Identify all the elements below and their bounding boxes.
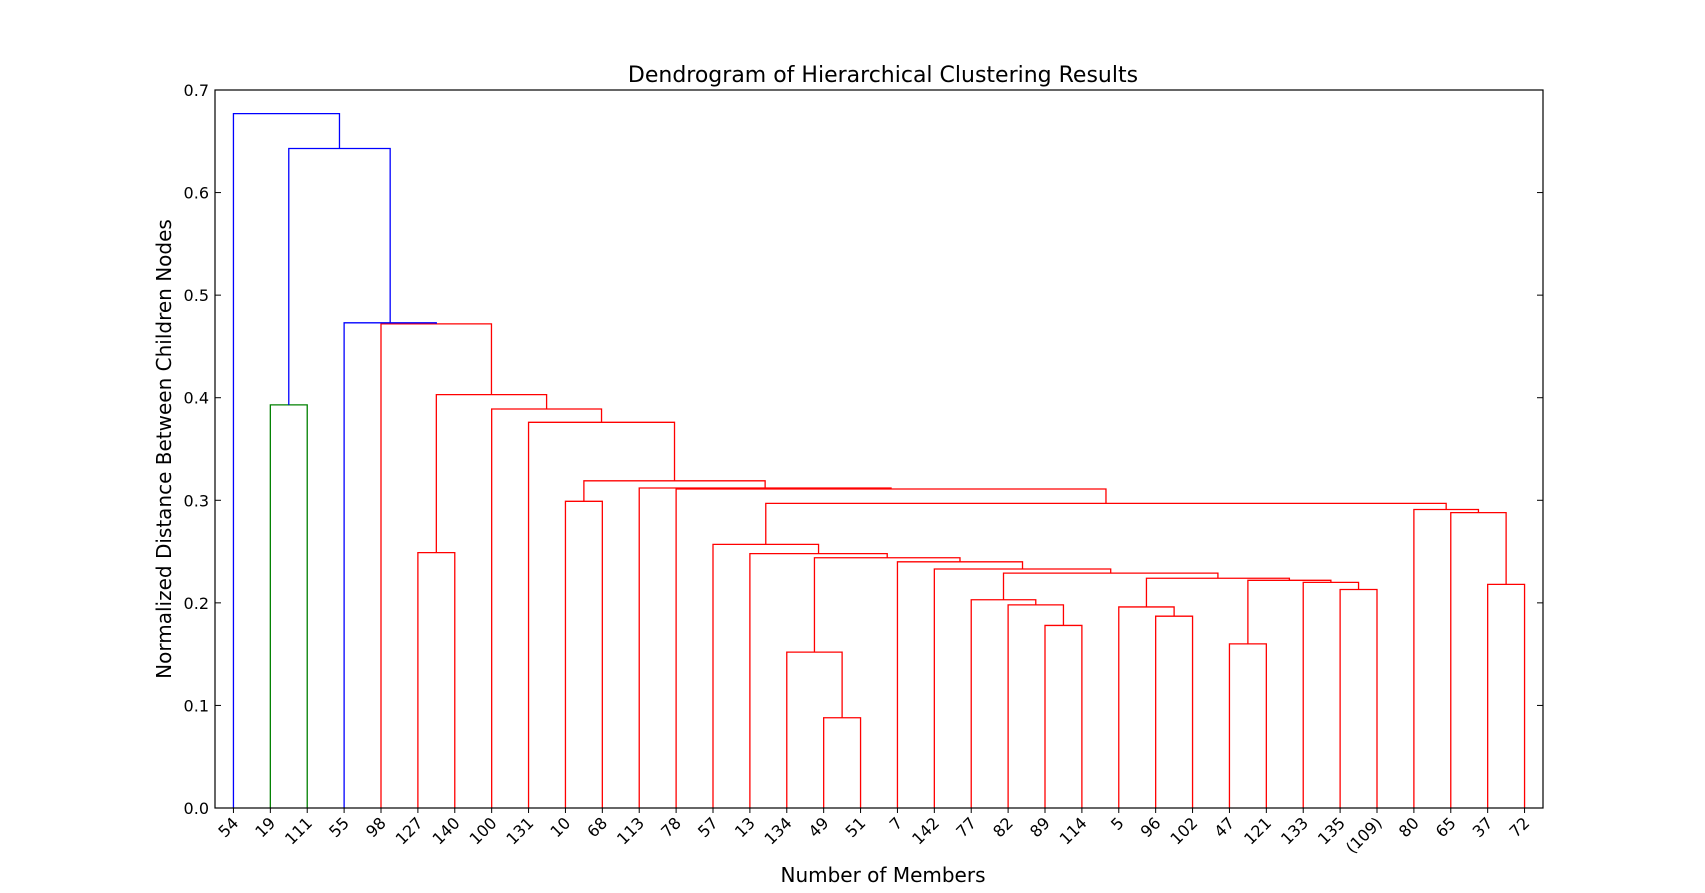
y-axis-label: Normalized Distance Between Children Nod… [152,219,176,679]
leaf-label: 65 [1432,813,1460,841]
dendrogram-link [343,322,437,808]
dendrogram-link [765,502,1447,545]
plot-frame [214,89,1544,809]
dendrogram-link [1044,624,1083,808]
leaf-label: 113 [613,813,648,848]
dendrogram-link [1450,511,1507,808]
dendrogram-link [1247,579,1332,644]
dendrogram-links [232,112,1526,808]
dendrogram-link [288,147,391,405]
leaf-label: 55 [325,813,353,841]
dendrogram-link [1155,615,1194,808]
leaf-label: 127 [392,813,427,848]
leaf-label: 47 [1210,813,1238,841]
dendrogram-link [491,408,603,808]
leaf-label: 114 [1056,813,1091,848]
leaf-label: 19 [251,813,279,841]
dendrogram-link [970,599,1037,808]
y-tick-label: 0.1 [184,696,209,715]
y-tick-label: 0.7 [184,81,209,100]
leaf-label: 78 [657,813,685,841]
dendrogram-link [675,488,1107,808]
leaf-label: 134 [761,813,796,848]
dendrogram-link [1302,581,1360,808]
dendrogram-link [813,557,961,653]
dendrogram-link [1413,508,1480,808]
dendrogram-link [786,651,843,808]
y-tick-label: 0.4 [184,389,209,408]
leaf-label: 111 [281,813,316,848]
leaf-label: 140 [429,813,464,848]
x-axis-label: Number of Members [780,863,985,887]
leaf-label: 77 [952,813,980,841]
dendrogram-link [380,323,493,808]
leaf-label: 57 [694,813,722,841]
leaf-label: 133 [1277,813,1312,848]
leaf-label: 54 [214,813,242,841]
dendrogram-link [1002,572,1219,600]
dendrogram-link [583,480,766,502]
leaf-label: 80 [1395,813,1423,841]
leaf-label: 13 [731,813,759,841]
leaf-label: 72 [1506,813,1534,841]
dendrogram-link [1007,604,1065,808]
leaf-label: 82 [989,813,1017,841]
y-tick-label: 0.6 [184,184,209,203]
leaf-label: 37 [1469,813,1497,841]
leaf-label: 100 [465,813,500,848]
leaf-label: 102 [1166,813,1201,848]
dendrogram-link [1339,588,1378,808]
dendrogram-link [1228,643,1267,808]
y-tick-label: 0.5 [184,286,209,305]
chart-title: Dendrogram of Hierarchical Clustering Re… [628,63,1138,88]
leaf-label: 142 [908,813,943,848]
leaf-label: 10 [546,813,574,841]
leaf-label: 98 [362,813,390,841]
leaf-label: 96 [1137,813,1165,841]
x-axis: 54 19 111 55 98 127 140 100 131 10 68 113 78 57 13 134 4… [214,808,1533,857]
leaf-label: 89 [1026,813,1054,841]
dendrogram-link [564,500,603,808]
dendrogram-link [1487,583,1526,808]
dendrogram-link [269,404,308,808]
dendrogram-link [1145,577,1291,607]
leaf-label: 131 [502,813,537,848]
leaf-label: (109) [1342,813,1386,857]
leaf-label: 51 [842,813,870,841]
y-axis: 0.0 0.1 0.2 0.3 0.4 0.5 0.6 0.7 [184,81,1543,818]
leaf-label: 5 [1107,813,1128,834]
leaf-label: 7 [886,813,907,834]
y-tick-label: 0.0 [184,799,209,818]
leaf-label: 49 [805,813,833,841]
dendrogram-link [232,112,341,808]
dendrogram-link [1118,606,1175,808]
y-tick-label: 0.3 [184,491,209,510]
dendrogram-link [823,717,862,808]
dendrogram-link [933,568,1112,808]
y-tick-label: 0.2 [184,594,209,613]
leaf-label: 68 [583,813,611,841]
dendrogram-link [896,561,1024,808]
dendrogram-link [417,551,456,808]
dendrogram-link [712,543,820,808]
dendrogram-link [749,552,888,808]
leaf-label: 121 [1240,813,1275,848]
